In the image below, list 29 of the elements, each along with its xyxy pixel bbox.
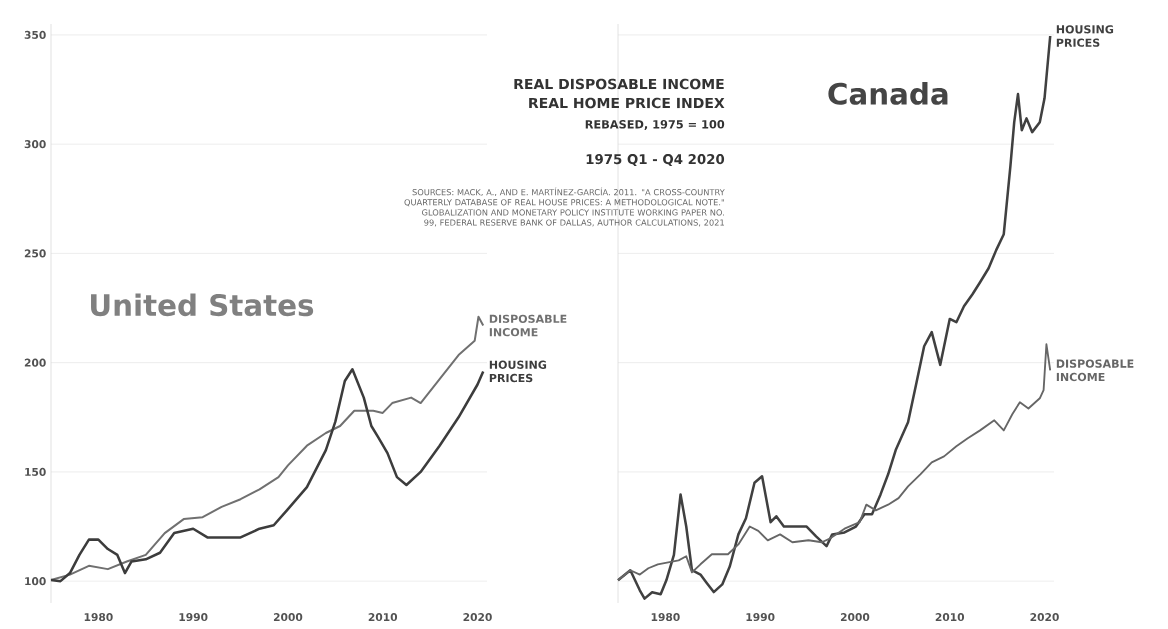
x-tick-label: 2020 [1030,613,1059,622]
series-label: DISPOSABLE INCOME [1056,359,1134,382]
line-series [49,367,485,583]
text: Canada [828,82,948,105]
y-tick-label: 350 [24,30,46,39]
series-label: HOUSING PRICES [1056,25,1114,47]
x-tick-label: 1980 [651,613,680,622]
y-tick-label: 150 [25,467,46,476]
x-tick-label: 1990 [179,613,208,622]
annotation: REAL HOME PRICE INDEX [529,97,725,109]
line-series [50,315,485,582]
text: United States [91,293,314,317]
y-tick-label: 100 [25,577,46,586]
annotation: 1975 Q1 - Q4 2020 [586,154,725,166]
x-tick-label: 2010 [935,613,965,622]
y-tick-label: 250 [24,249,46,258]
annotation: REBASED, 1975 = 100 [585,119,725,131]
x-tick-label: 1980 [84,613,113,622]
x-tick-label: 2020 [463,613,492,622]
y-tick-label: 200 [24,358,46,367]
series-label: DISPOSABLE INCOME [489,314,567,337]
x-tick-label: 2010 [368,613,398,622]
annotation: REAL DISPOSABLE INCOME [514,78,724,90]
annotation: SOURCES: MACK, A., AND E. MARTÍNEZ-GARCÍA. 2011. "A CROSS-COUNTRY QUARTERLY DATABASE OF REAL HOUSE PRICES: A METHODOLOGICAL NOTE." GLOBALIZATION AND MONETARY POLICY INSTITUTE WORKING PAPER NO. 99, FEDERAL RESERVE BANK OF DALLAS, AUTHOR CALCULATIONS, 2021 [404,187,725,227]
series-label: HOUSING PRICES [489,360,547,383]
x-tick-label: 2000 [273,613,303,622]
x-tick-label: 1990 [746,613,775,622]
x-tick-label: 2000 [840,613,870,622]
y-tick-label: 300 [24,140,46,149]
